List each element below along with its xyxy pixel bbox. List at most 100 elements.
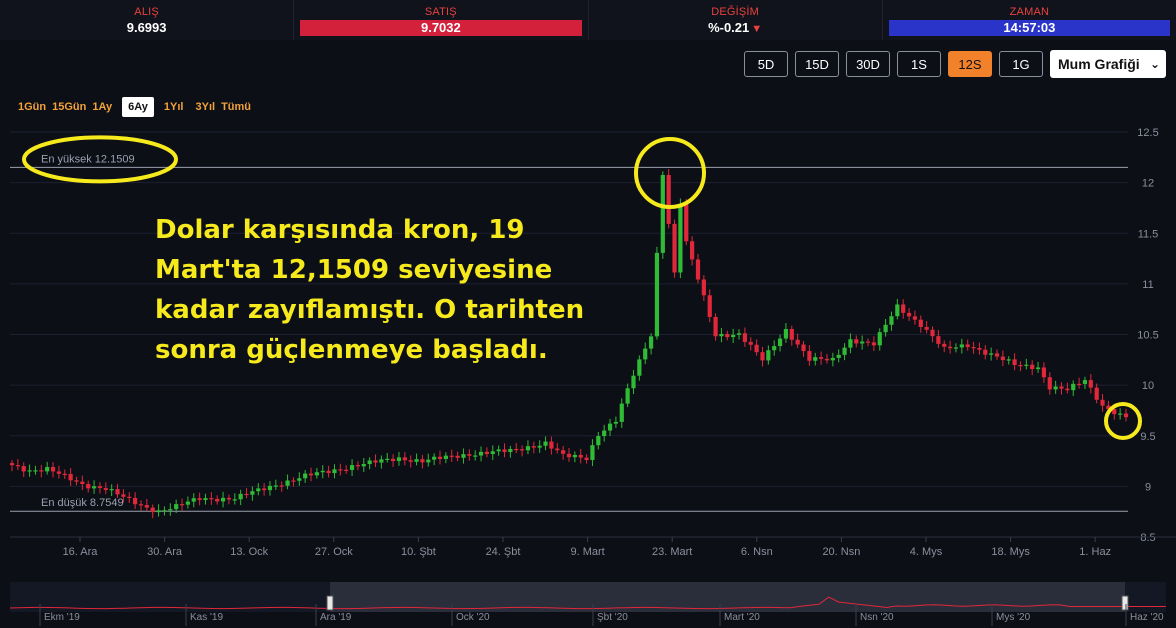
- period-button-5d[interactable]: 5D: [744, 51, 788, 77]
- candle-body: [56, 471, 62, 474]
- period-button-1s[interactable]: 1S: [897, 51, 941, 77]
- candle-body: [725, 333, 730, 338]
- ask-label: SATIŞ: [424, 6, 457, 18]
- candle-body: [473, 455, 478, 457]
- candle-body: [772, 346, 777, 351]
- candle-body: [297, 478, 302, 481]
- navigator-label: Mys '20: [996, 612, 1031, 623]
- candle-body: [519, 449, 525, 451]
- candle-body: [637, 359, 642, 376]
- candle-body: [1123, 413, 1129, 418]
- chart-type-value: Mum Grafiği: [1058, 56, 1140, 72]
- x-tick-label: 10. Şbt: [401, 546, 436, 558]
- candle-body: [672, 223, 677, 273]
- candle-body: [279, 485, 284, 487]
- x-tick-label: 23. Mart: [652, 546, 692, 558]
- navigator-label: Haz '20: [1130, 612, 1164, 623]
- candle-body: [27, 470, 32, 472]
- candle-body: [854, 339, 859, 344]
- candle-body: [877, 332, 882, 346]
- change-value: %-0.21: [708, 20, 750, 35]
- period-button-12s[interactable]: 12S: [948, 51, 992, 77]
- candle-body: [185, 501, 190, 505]
- navigator-right-handle[interactable]: [1121, 595, 1129, 611]
- candle-body: [314, 472, 319, 476]
- candle-body: [45, 467, 50, 472]
- candle-body: [531, 446, 536, 448]
- candle-body: [613, 421, 619, 424]
- navigator-label: Mart '20: [724, 612, 760, 623]
- candle-body: [684, 204, 689, 242]
- change-value-wrap: %-0.21 ▼: [594, 20, 876, 37]
- candle-body: [379, 459, 384, 463]
- navigator-selection[interactable]: [330, 582, 1125, 612]
- candle-body: [168, 509, 173, 511]
- candle-body: [1106, 405, 1111, 410]
- candle-body: [467, 454, 472, 456]
- low-label: En düşük 8.7549: [41, 497, 124, 509]
- candle-body: [871, 342, 876, 346]
- candle-body: [109, 489, 114, 491]
- navigator[interactable]: Ekm '19 Kas '19 Ara '19 Ock '20 Şbt '20 Mart …: [0, 578, 1176, 628]
- candle-body: [508, 448, 513, 453]
- period-button-30d[interactable]: 30D: [846, 51, 890, 77]
- range-tab-tumu[interactable]: Tümü: [221, 101, 252, 113]
- candle-body: [402, 457, 407, 461]
- y-tick-label: 9: [1145, 481, 1151, 493]
- candle-body: [860, 341, 865, 344]
- candle-body: [918, 319, 923, 327]
- candle-body: [320, 470, 325, 473]
- chart-type-select[interactable]: Mum Grafiği ⌄: [1050, 50, 1166, 78]
- x-tick-label: 1. Haz: [1079, 546, 1111, 558]
- candle-body: [332, 469, 337, 474]
- range-tab-6ay[interactable]: 6Ay: [122, 97, 154, 117]
- candle-body: [783, 329, 789, 339]
- bid-cell: ALIŞ 9.6993: [0, 0, 295, 40]
- candle-body: [232, 499, 237, 501]
- candle-body: [742, 333, 747, 342]
- candle-body: [883, 324, 888, 333]
- candle-body: [144, 504, 149, 508]
- y-tick-label: 10.5: [1137, 330, 1158, 342]
- candle-body: [936, 336, 941, 344]
- x-tick-label: 6. Nsn: [741, 546, 773, 558]
- time-value: 14:57:03: [888, 20, 1171, 36]
- candlestick-chart[interactable]: 12.5 12 11.5 11 10.5 10 9.5 9 8.5 16. Ara 30. Ara 1…: [0, 120, 1176, 570]
- period-button-1g[interactable]: 1G: [999, 51, 1043, 77]
- candle-body: [842, 347, 847, 355]
- candle-body: [156, 510, 161, 513]
- candle-body: [514, 448, 519, 451]
- high-label: En yüksek 12.1509: [41, 153, 135, 165]
- candle-body: [901, 304, 906, 313]
- candle-body: [490, 451, 495, 455]
- y-tick-label: 10: [1142, 380, 1154, 392]
- range-tab-1yil[interactable]: 1Yıl: [163, 101, 184, 113]
- candle-body: [455, 455, 460, 458]
- candle-body: [437, 456, 443, 459]
- candle-body: [924, 326, 929, 330]
- candle-body: [209, 498, 214, 500]
- candle-body: [777, 338, 783, 347]
- candle-body: [1082, 380, 1088, 384]
- candle-body: [895, 304, 900, 317]
- period-button-15d[interactable]: 15D: [795, 51, 839, 77]
- range-tab-15gun[interactable]: 15Gün: [52, 101, 87, 113]
- candle-body: [942, 343, 947, 347]
- candle-body: [766, 350, 771, 361]
- candle-body: [1012, 359, 1017, 366]
- candle-body: [291, 480, 296, 482]
- candle-body: [1024, 364, 1029, 366]
- candle-body: [115, 489, 120, 495]
- range-tab-1gun[interactable]: 1Gün: [18, 101, 47, 113]
- latest-highlight: [1104, 402, 1142, 440]
- candle-body: [572, 454, 577, 458]
- candle-body: [1071, 383, 1076, 391]
- candle-body: [344, 469, 349, 471]
- candle-body: [930, 329, 935, 337]
- navigator-left-handle[interactable]: [326, 595, 334, 611]
- range-tab-3yil[interactable]: 3Yıl: [195, 101, 216, 113]
- range-tab-1ay[interactable]: 1Ay: [92, 101, 113, 113]
- x-tick-label: 27. Ock: [315, 546, 353, 558]
- candle-body: [250, 491, 255, 495]
- candle-body: [420, 459, 425, 463]
